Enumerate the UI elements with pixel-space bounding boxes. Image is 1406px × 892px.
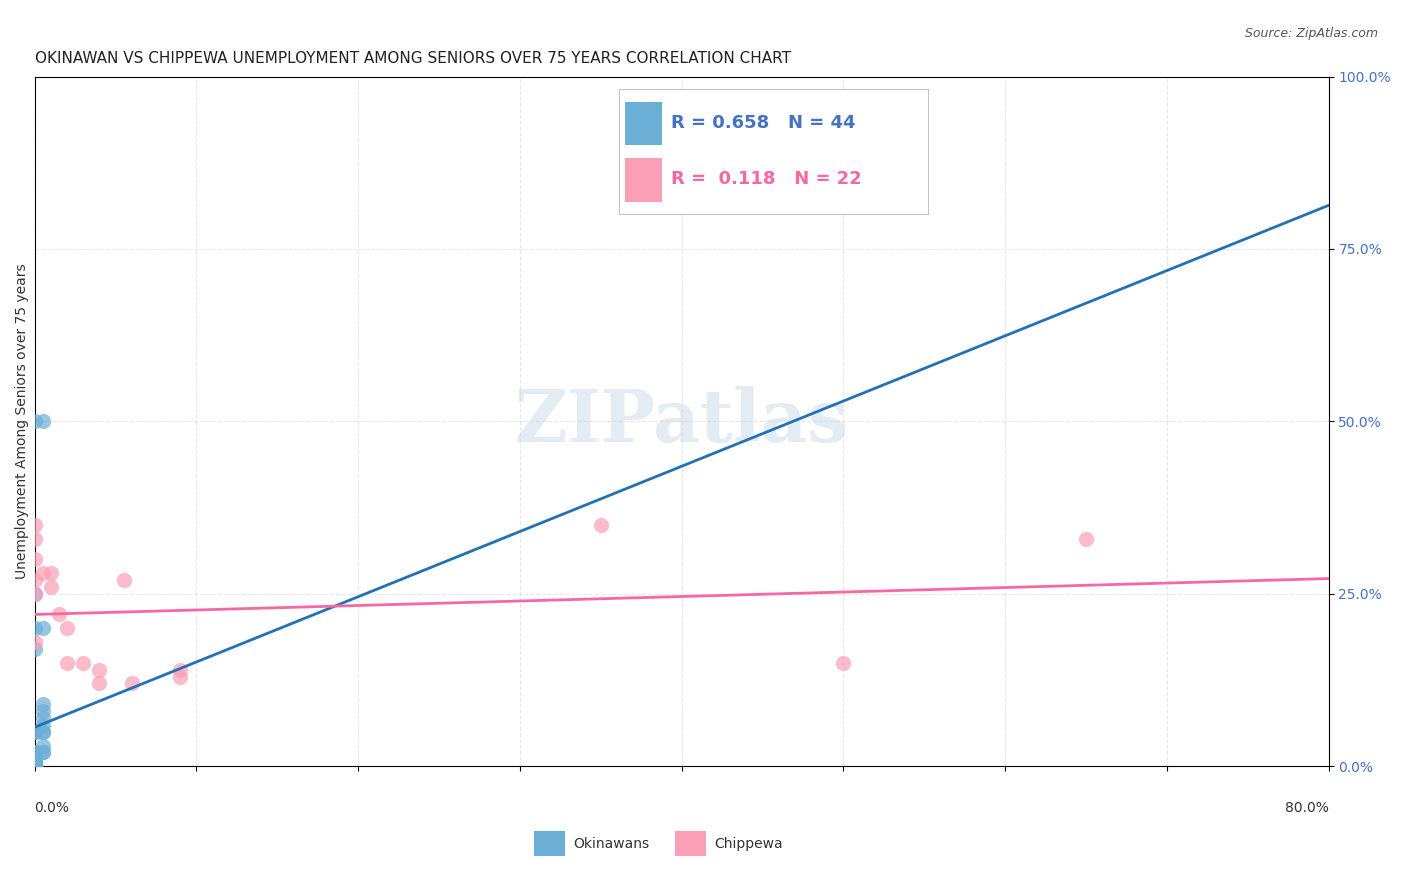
Point (24, 752, 46, 766)
Point (24, 517, 46, 532)
Point (31, 746, 53, 760)
Bar (624, 158, 662, 202)
Point (24, 759, 46, 773)
Text: Chippewa: Chippewa (714, 837, 783, 851)
Point (24, 759, 46, 773)
Point (24, 755, 46, 769)
Point (31, 724, 53, 739)
Point (31, 414, 53, 428)
Point (24, 724, 46, 739)
Point (24, 746, 46, 760)
Point (24, 759, 46, 773)
Text: 0.0%: 0.0% (35, 801, 69, 814)
Point (24, 757, 46, 772)
Point (24, 759, 46, 773)
Point (24, 587, 46, 601)
Point (24, 414, 46, 428)
Text: 80.0%: 80.0% (1285, 801, 1329, 814)
Point (24, 621, 46, 635)
Point (832, 656, 855, 670)
Point (169, 663, 191, 677)
Point (48, 607, 70, 622)
Point (24, 759, 46, 773)
Text: R =  0.118   N = 22: R = 0.118 N = 22 (671, 170, 862, 188)
Point (31, 746, 53, 760)
Point (31, 621, 53, 635)
Point (1074, 532, 1097, 546)
Point (24, 759, 46, 773)
Point (24, 759, 46, 773)
Point (589, 517, 612, 532)
Bar (624, 102, 662, 145)
Point (24, 756, 46, 770)
Point (31, 566, 53, 581)
Text: Source: ZipAtlas.com: Source: ZipAtlas.com (1244, 27, 1378, 40)
Point (31, 704, 53, 718)
Text: OKINAWAN VS CHIPPEWA UNEMPLOYMENT AMONG SENIORS OVER 75 YEARS CORRELATION CHART: OKINAWAN VS CHIPPEWA UNEMPLOYMENT AMONG … (35, 51, 790, 66)
Point (24, 757, 46, 772)
Point (24, 724, 46, 739)
Point (24, 642, 46, 657)
Point (24, 756, 46, 771)
Point (24, 756, 46, 771)
Point (24, 759, 46, 773)
Point (24, 552, 46, 566)
Point (24, 746, 46, 760)
Point (72, 656, 94, 670)
Point (24, 532, 46, 546)
Point (24, 573, 46, 587)
Point (24, 756, 46, 770)
Text: Okinawans: Okinawans (574, 837, 650, 851)
Point (31, 711, 53, 725)
Point (24, 759, 46, 773)
Point (56, 621, 79, 635)
Point (89, 676, 111, 690)
Text: R = 0.658   N = 44: R = 0.658 N = 44 (671, 114, 856, 132)
Point (169, 669, 191, 683)
Point (31, 724, 53, 739)
Point (31, 739, 53, 753)
Point (112, 573, 135, 587)
Point (39, 580, 62, 594)
Point (31, 697, 53, 711)
Point (24, 759, 46, 773)
Point (24, 757, 46, 772)
Point (31, 718, 53, 732)
Point (24, 635, 46, 649)
Point (121, 676, 143, 690)
Point (24, 587, 46, 601)
Point (24, 759, 46, 773)
Point (24, 759, 46, 773)
Point (39, 566, 62, 581)
Point (24, 759, 46, 773)
Point (89, 663, 111, 677)
Point (24, 752, 46, 766)
Point (56, 656, 79, 670)
Y-axis label: Unemployment Among Seniors over 75 years: Unemployment Among Seniors over 75 years (15, 263, 30, 579)
Text: ZIPatlas: ZIPatlas (515, 386, 849, 457)
Point (24, 757, 46, 772)
